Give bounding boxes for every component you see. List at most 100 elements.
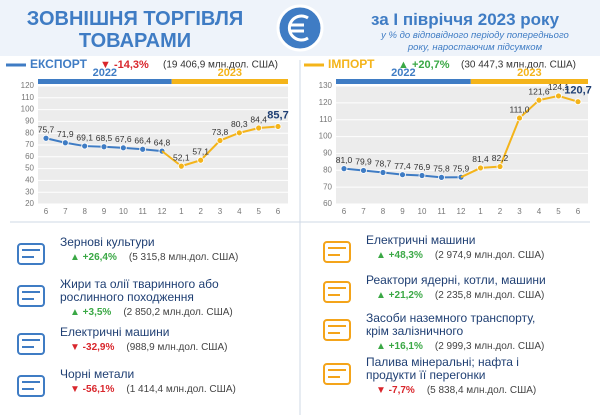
connector	[161, 150, 182, 167]
icon-body	[17, 243, 45, 265]
x-tick-label: 4	[237, 207, 242, 216]
x-tick-label: 3	[517, 207, 522, 216]
icon-body	[17, 333, 45, 355]
chart-change: ▼ -14,3%	[100, 59, 149, 71]
y-tick-label: 80	[25, 128, 34, 137]
chart-amount: (30 447,3 млн.дол. США)	[461, 60, 576, 71]
y-tick-label: 100	[319, 132, 333, 141]
marker	[399, 171, 406, 179]
y-tick-label: 90	[323, 149, 332, 158]
value-label: 67,6	[115, 134, 132, 144]
marker	[42, 134, 50, 142]
value-label: 73,8	[212, 127, 229, 137]
product-amount: (1 414,4 млн.дол. США)	[126, 384, 236, 395]
y-tick-label: 80	[323, 165, 332, 174]
marker	[379, 169, 387, 176]
x-tick-label: 6	[44, 207, 49, 216]
product-amount: (2 235,8 млн.дол. США)	[434, 290, 545, 301]
marker	[177, 162, 185, 170]
year-label: 2022	[391, 67, 415, 79]
x-tick-label: 10	[418, 207, 427, 216]
y-tick-label: 20	[25, 199, 34, 208]
product-amount: (2 999,3 млн.дол. США)	[434, 341, 545, 352]
product-change: ▼ -56,1%	[70, 384, 115, 395]
marker	[438, 173, 445, 181]
value-label: 80,3	[231, 119, 248, 129]
product-change: ▼ -32,9%	[70, 342, 115, 353]
product-change: ▲ +48,3%	[376, 250, 423, 261]
value-label: 81,0	[336, 155, 353, 165]
icon	[17, 243, 45, 265]
y-tick-label: 90	[25, 117, 34, 126]
y-tick-label: 110	[319, 115, 332, 124]
y-tick-label: 130	[319, 81, 333, 90]
icon	[323, 281, 351, 303]
value-label: 71,9	[57, 129, 74, 139]
year-bar	[470, 79, 588, 84]
marker	[535, 96, 543, 104]
year-label: 2023	[517, 67, 541, 79]
icon-body	[17, 285, 45, 307]
product-item: Електричні машини ▼ -32,9% (988,9 млн.дол.…	[60, 325, 300, 354]
marker	[119, 144, 127, 152]
product-line: ▼ -56,1% (1 414,4 млн.дол. США)	[60, 384, 300, 395]
product-line: ▲ +3,5% (2 850,2 млн.дол. США)	[60, 307, 300, 318]
marker	[139, 145, 147, 153]
value-label: 75,7	[38, 125, 55, 135]
y-tick-label: 110	[21, 93, 34, 102]
value-label: 111,0	[509, 104, 529, 114]
product-name: Зернові культури	[60, 235, 155, 249]
x-tick-label: 6	[576, 207, 581, 216]
period: за І півріччя 2023 року	[370, 10, 560, 29]
marker	[235, 129, 243, 137]
icon-body	[323, 319, 351, 341]
value-label: 82,2	[492, 153, 509, 163]
x-tick-label: 7	[361, 207, 366, 216]
icon	[17, 333, 45, 355]
x-tick-label: 9	[400, 207, 405, 216]
product-amount: (5 315,8 млн.дол. США)	[128, 252, 239, 263]
y-tick-label: 30	[25, 187, 34, 196]
value-label: 121,6	[528, 86, 550, 96]
y-tick-label: 70	[323, 182, 332, 191]
marker	[555, 92, 562, 100]
product-item: Жири та олії тваринного або рослинного п…	[60, 278, 300, 319]
marker	[574, 98, 582, 106]
icon	[17, 375, 45, 397]
y-tick-label: 40	[25, 176, 34, 185]
value-label: 66,4	[134, 135, 151, 145]
value-label: 69,1	[76, 132, 93, 142]
product-change: ▲ +3,5%	[70, 307, 112, 318]
x-tick-label: 7	[63, 207, 68, 216]
y-tick-label: 70	[25, 140, 34, 149]
chart-amount: (19 406,9 млн.дол. США)	[163, 60, 278, 71]
x-tick-label: 11	[139, 207, 148, 216]
value-label: 78,7	[375, 159, 392, 169]
product-change: ▲ +26,4%	[70, 252, 117, 263]
value-label: 75,8	[433, 164, 450, 174]
product-amount: (5 838,4 млн.дол. США)	[426, 385, 537, 396]
product-item: Реактори ядерні, котли, машини ▲ +21,2% (2…	[366, 273, 600, 302]
icon	[17, 285, 45, 307]
x-tick-label: 6	[342, 207, 347, 216]
year-label: 2023	[218, 67, 242, 79]
x-tick-label: 8	[381, 207, 386, 216]
plot-area	[336, 86, 588, 204]
product-amount: (2 850,2 млн.дол. США)	[123, 307, 233, 318]
product-item: Електричні машини ▲ +48,3% (2 974,9 млн.до…	[366, 234, 600, 262]
connector	[460, 167, 481, 179]
product-amount: (2 974,9 млн.дол. США)	[434, 250, 545, 261]
value-label: 75,9	[453, 163, 470, 173]
value-label: 84,4	[250, 114, 267, 124]
marker	[216, 137, 224, 144]
y-tick-label: 60	[323, 199, 332, 208]
x-tick-label: 9	[102, 207, 107, 216]
marker	[255, 124, 263, 132]
value-label: 68,5	[96, 133, 113, 143]
icon	[323, 363, 351, 385]
value-label: 52,1	[173, 152, 190, 162]
x-tick-label: 4	[537, 207, 542, 216]
product-line: ▲ +26,4% (5 315,8 млн.дол. США)	[60, 252, 300, 263]
product-name: Електричні машини	[60, 325, 170, 339]
product-name: Реактори ядерні, котли, машини	[366, 273, 546, 287]
